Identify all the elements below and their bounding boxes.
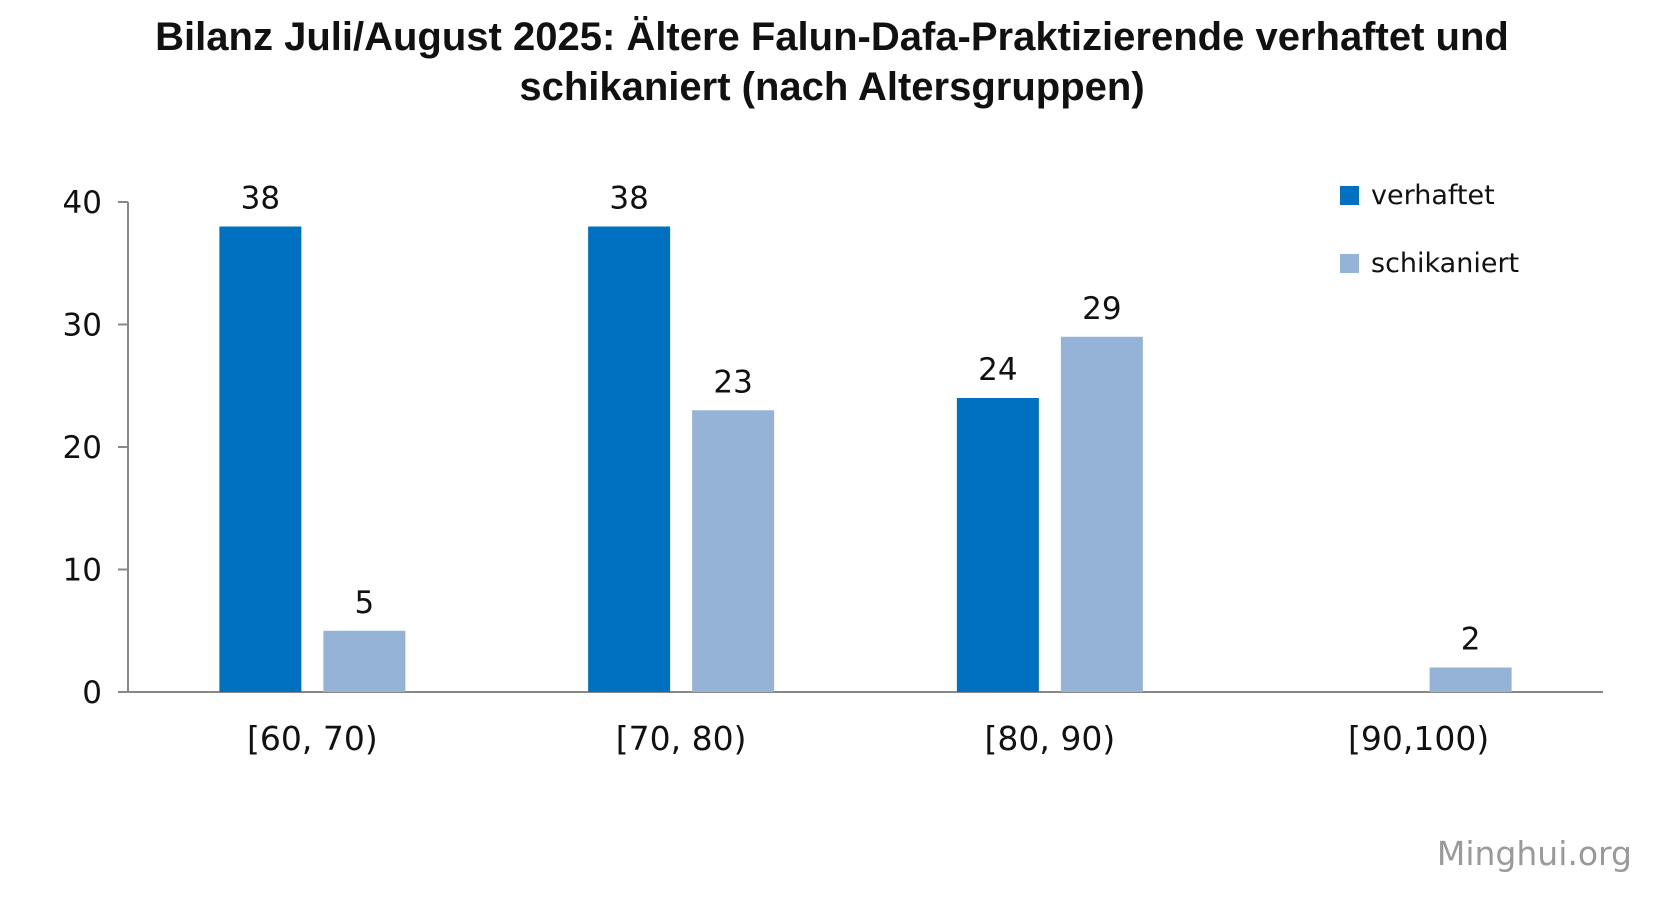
bar-schikaniert-1 <box>692 410 775 692</box>
chart-title-line-2: schikaniert (nach Altersgruppen) <box>519 65 1144 109</box>
y-tick-label: 20 <box>63 430 102 466</box>
data-label-schikaniert-0: 5 <box>355 585 375 621</box>
data-label-verhaftet-1: 38 <box>609 181 648 217</box>
x-category-label: [80, 90) <box>985 719 1116 758</box>
x-category-label: [90,100) <box>1348 719 1489 758</box>
watermark: Minghui.org <box>1437 834 1632 873</box>
y-tick-label: 0 <box>82 675 102 711</box>
category-labels: [60, 70) [70, 80) [80, 90) [90,100) <box>247 719 1489 758</box>
bar-schikaniert-0 <box>323 630 406 692</box>
x-category-label: [70, 80) <box>616 719 747 758</box>
chart-title: Bilanz Juli/August 2025: Ältere Falun-Da… <box>155 15 1509 109</box>
data-label-schikaniert-3: 2 <box>1461 622 1481 658</box>
data-label-schikaniert-2: 29 <box>1082 291 1121 327</box>
chart-title-line-1: Bilanz Juli/August 2025: Ältere Falun-Da… <box>155 15 1509 59</box>
data-label-verhaftet-0: 38 <box>241 181 280 217</box>
legend: verhaftet schikaniert <box>1340 180 1519 279</box>
bar-verhaftet-0 <box>219 226 302 692</box>
legend-label-verhaftet: verhaftet <box>1371 180 1495 211</box>
legend-label-schikaniert: schikaniert <box>1371 248 1519 279</box>
legend-swatch-schikaniert <box>1340 254 1359 273</box>
y-tick-label: 40 <box>63 185 102 221</box>
data-labels: 38 5 38 23 24 29 2 <box>241 181 1481 658</box>
bar-verhaftet-1 <box>588 226 671 692</box>
bar-schikaniert-3 <box>1429 667 1512 692</box>
y-tick-label: 10 <box>63 553 102 589</box>
data-label-schikaniert-1: 23 <box>713 364 752 400</box>
legend-swatch-verhaftet <box>1340 186 1359 205</box>
data-label-verhaftet-2: 24 <box>978 352 1017 388</box>
bar-verhaftet-2 <box>956 398 1039 692</box>
y-tick-label: 30 <box>63 308 102 344</box>
bars <box>219 226 1512 692</box>
x-category-label: [60, 70) <box>247 719 378 758</box>
bar-schikaniert-2 <box>1060 336 1143 692</box>
